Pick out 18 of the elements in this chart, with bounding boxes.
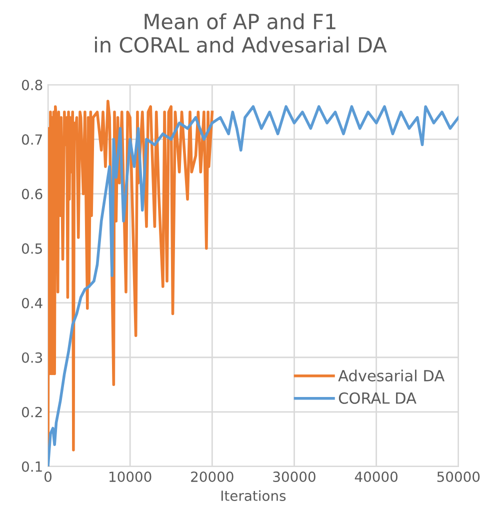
x-tick-label: 20000: [191, 472, 234, 482]
y-tick-label: 0.4: [22, 298, 42, 308]
y-tick-label: 0.2: [22, 406, 42, 418]
y-tick-label: 0.3: [22, 352, 42, 363]
y-tick-label: 0.1: [22, 461, 42, 472]
x-tick-label: 30000: [273, 472, 316, 482]
x-tick-label: 40000: [354, 472, 398, 482]
legend-label: Advesarial DA: [338, 370, 445, 382]
y-tick-label: 0.5: [22, 243, 42, 254]
y-tick-label: 0.7: [22, 134, 42, 145]
x-axis-title: Iterations: [221, 490, 286, 502]
y-tick-label: 0.8: [22, 80, 42, 90]
x-tick-label: 50000: [437, 472, 480, 482]
y-tick-label: 0.6: [22, 188, 42, 200]
x-tick-label: 0: [44, 472, 52, 482]
legend-label: CORAL DA: [338, 392, 416, 404]
x-tick-label: 10000: [110, 472, 152, 482]
chart-title: Mean of AP and F1 in CORAL and Advesarial DA: [95, 13, 387, 53]
